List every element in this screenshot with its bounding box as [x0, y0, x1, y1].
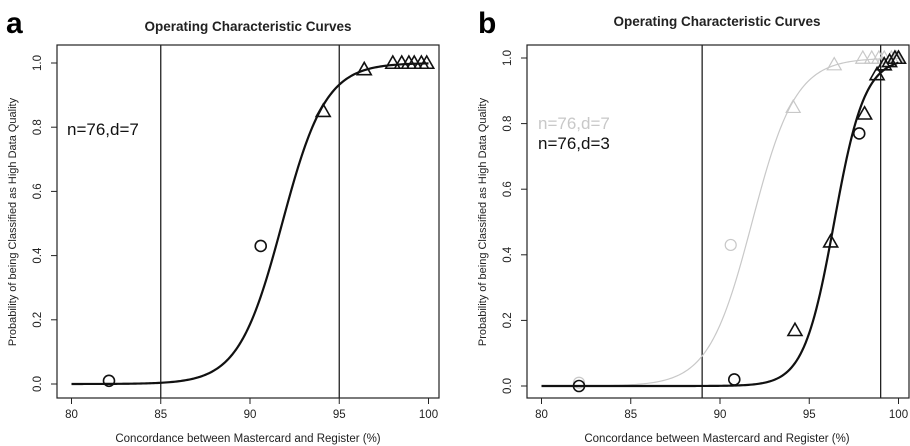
y-tick-label: 0.0	[32, 376, 44, 392]
x-tick-label: 85	[154, 409, 167, 421]
x-tick-label: 90	[244, 409, 257, 421]
x-tick-label: 100	[419, 409, 438, 421]
panel-label: a	[6, 7, 23, 40]
triangle-point	[826, 56, 843, 71]
plot-frame	[56, 44, 440, 399]
plot-frame	[526, 44, 910, 399]
triangle-point	[355, 60, 373, 76]
circle-point	[254, 239, 268, 253]
triangle-point	[314, 102, 332, 118]
legend-text: n=76,d=7	[67, 120, 139, 139]
chart-title: Operating Characteristic Curves	[613, 14, 820, 29]
y-tick-label: 0.8	[502, 116, 514, 132]
y-tick-label: 0.4	[502, 246, 514, 263]
x-tick-label: 100	[889, 409, 908, 421]
circle-point	[724, 238, 737, 252]
chart-title: Operating Characteristic Curves	[144, 19, 351, 34]
triangle-point	[786, 321, 804, 337]
triangle-point	[854, 49, 871, 64]
y-tick-label: 1.0	[502, 50, 514, 66]
y-tick-label: 1.0	[32, 55, 44, 71]
x-tick-label: 95	[803, 409, 816, 421]
triangle-point	[856, 105, 873, 120]
triangle-point	[384, 54, 402, 70]
triangle-point	[785, 98, 802, 114]
y-axis-label: Probability of being Classified as High …	[7, 97, 19, 346]
y-tick-label: 0.8	[32, 119, 44, 135]
circle-point	[727, 373, 741, 386]
y-tick-label: 0.6	[502, 181, 514, 197]
triangle-point	[822, 233, 840, 248]
y-tick-label: 0.4	[32, 247, 44, 264]
circle-point	[572, 379, 586, 393]
y-tick-label: 0.0	[502, 378, 514, 394]
x-tick-label: 85	[624, 409, 637, 421]
triangle-point	[868, 65, 886, 81]
y-tick-label: 0.2	[32, 312, 44, 328]
legend-text: n=76,d=3	[538, 134, 610, 153]
circle-point	[852, 127, 866, 140]
series-curve	[541, 61, 899, 388]
circle-point	[102, 374, 116, 388]
chart-panel-a: a Operating Characteristic Curves n=76,d=7…	[6, 7, 440, 445]
y-axis-label: Probability of being Classified as High …	[477, 97, 489, 346]
x-axis-label: Concordance between Mastercard and Regis…	[115, 433, 380, 445]
legend-text: n=76,d=7	[538, 114, 610, 133]
x-tick-label: 80	[535, 409, 548, 421]
series-curve	[71, 62, 429, 386]
x-tick-label: 90	[714, 409, 727, 421]
plot-area	[541, 45, 907, 398]
series-curve	[541, 57, 899, 387]
triangle-point	[890, 49, 907, 65]
triangle-point	[418, 54, 436, 70]
y-tick-label: 0.2	[502, 312, 514, 328]
x-axis-label: Concordance between Mastercard and Regis…	[584, 433, 849, 445]
x-tick-label: 80	[65, 409, 78, 421]
circle-point	[572, 376, 586, 389]
chart-panel-b: b Operating Characteristic Curves n=76,d=7…	[477, 7, 910, 445]
plot-area	[71, 45, 436, 398]
y-tick-label: 0.6	[32, 183, 44, 199]
x-tick-label: 95	[333, 409, 346, 421]
panel-label: b	[478, 7, 496, 40]
